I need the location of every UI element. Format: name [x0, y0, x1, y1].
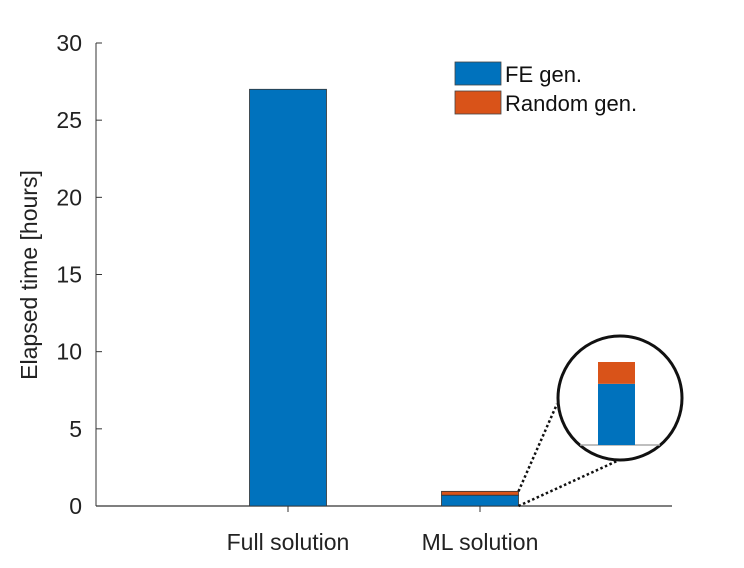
- bar-random-gen--1: [441, 490, 519, 496]
- zoom-bar-segment: [598, 383, 635, 445]
- bars: [249, 88, 519, 507]
- axes: 0 5 10 15 20 25 30 Full solution ML solution: [56, 30, 672, 555]
- y-tick-label: 5: [69, 416, 82, 442]
- legend-swatch: [454, 61, 502, 86]
- legend: FE gen. Random gen.: [454, 61, 637, 116]
- zoom-connector-line: [517, 459, 618, 508]
- y-tick-label: 20: [56, 184, 82, 210]
- legend-swatch: [454, 90, 502, 115]
- zoom-inset: [517, 334, 684, 508]
- legend-label: FE gen.: [505, 62, 582, 87]
- x-tick-label: ML solution: [422, 529, 539, 555]
- zoom-bar-segment: [598, 362, 635, 384]
- zoom-connector-line: [517, 403, 559, 492]
- legend-label: Random gen.: [505, 91, 637, 116]
- y-tick-label: 0: [69, 493, 82, 519]
- y-tick-label: 30: [56, 30, 82, 56]
- x-tick-label: Full solution: [227, 529, 350, 555]
- y-tick-label: 15: [56, 262, 82, 288]
- y-tick-label: 25: [56, 107, 82, 133]
- y-tick-label: 10: [56, 339, 82, 365]
- bar-fe-gen--0: [249, 88, 327, 507]
- bar-fe-gen--1: [441, 494, 519, 507]
- y-axis-label: Elapsed time [hours]: [16, 170, 42, 380]
